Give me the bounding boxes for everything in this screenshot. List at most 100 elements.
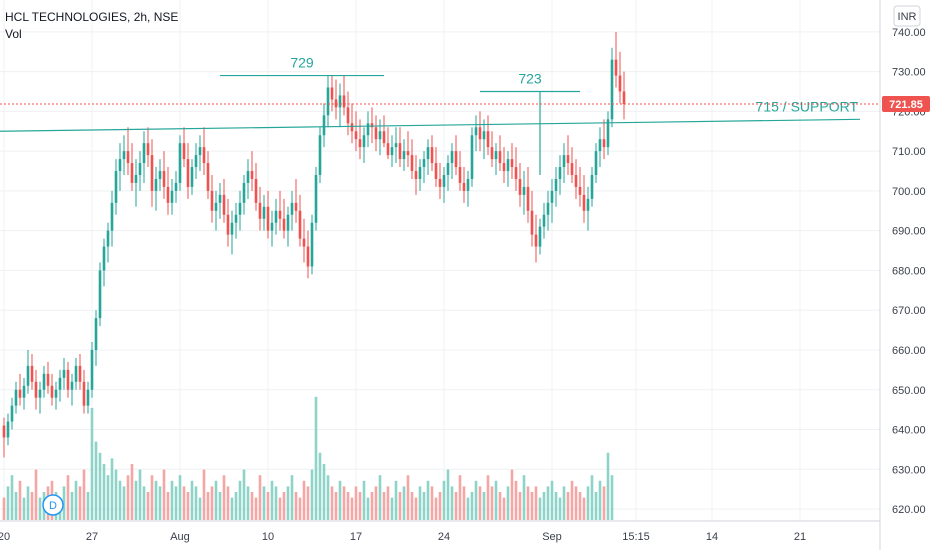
candle-body: [486, 131, 490, 148]
time-tick-label: 27: [86, 531, 98, 543]
volume-bar: [558, 497, 562, 520]
volume-bar: [510, 469, 514, 520]
candle-body: [242, 182, 246, 203]
candle-body: [334, 99, 338, 108]
price-tick-label: 710.00: [892, 146, 926, 158]
candle-body: [262, 206, 266, 219]
volume-bar: [514, 480, 518, 520]
candle-body: [146, 143, 150, 156]
candle-body: [290, 202, 294, 215]
volume-bar: [90, 408, 94, 520]
volume-bar: [22, 497, 26, 520]
candle-body: [142, 143, 146, 164]
volume-bar: [414, 497, 418, 520]
candle-body: [78, 365, 82, 382]
candle-body: [378, 131, 382, 140]
price-tick-label: 640.00: [892, 425, 926, 437]
volume-bar: [410, 492, 414, 520]
volume-bar: [250, 492, 254, 520]
candle-body: [470, 135, 474, 179]
volume-bar: [574, 486, 578, 520]
volume-bar: [162, 469, 166, 520]
volume-bar: [434, 497, 438, 520]
volume-bar: [270, 480, 274, 520]
candle-body: [462, 182, 466, 191]
volume-bar: [330, 486, 334, 520]
volume-bar: [366, 497, 370, 520]
volume-bar: [158, 486, 162, 520]
last-price-value: 721.85: [889, 99, 923, 111]
candle-body: [102, 246, 106, 271]
candle-body: [426, 147, 430, 160]
volume-bar: [546, 486, 550, 520]
volume-bar: [370, 492, 374, 520]
volume-bar: [278, 497, 282, 520]
volume-bar: [138, 469, 142, 520]
candle-body: [330, 87, 334, 100]
candle-body: [214, 202, 218, 211]
candle-body: [618, 75, 622, 92]
price-axis[interactable]: 620.00 630.00 640.00 650.00 660.00 670.00 680.…: [892, 27, 926, 516]
candle-body: [118, 159, 122, 172]
volume-bar: [198, 497, 202, 520]
price-tick-label: 670.00: [892, 305, 926, 317]
candle-body: [182, 143, 186, 160]
time-tick-label: 24: [438, 531, 450, 543]
volume-bar: [466, 497, 470, 520]
volume-bar: [478, 486, 482, 520]
candle-body: [510, 159, 514, 168]
candle-body: [370, 123, 374, 128]
candle-body: [354, 131, 358, 140]
candle-body: [122, 151, 126, 160]
candle-body: [590, 174, 594, 199]
trend-lines[interactable]: 729 723 715 / SUPPORT: [0, 55, 861, 175]
dividend-marker[interactable]: D: [42, 494, 64, 516]
candle-body: [454, 151, 458, 168]
volume-bar: [282, 492, 286, 520]
trend-line: [0, 118, 861, 132]
candle-body: [50, 385, 54, 398]
candle-body: [614, 59, 618, 76]
volume-bar: [538, 497, 542, 520]
volume-bar: [506, 486, 510, 520]
volume-bar: [570, 480, 574, 520]
volume-bar: [334, 492, 338, 520]
candle-body: [482, 131, 486, 140]
candle-body: [558, 167, 562, 179]
volume-bar: [122, 486, 126, 520]
candle-body: [322, 115, 326, 136]
volume-bar: [146, 492, 150, 520]
volume-bar: [490, 486, 494, 520]
price-tick-label: 680.00: [892, 265, 926, 277]
candle-body: [338, 95, 342, 108]
candle-body: [386, 143, 390, 156]
volume-bar: [554, 492, 558, 520]
candle-body: [506, 159, 510, 172]
candle-body: [562, 155, 566, 168]
price-tick-label: 660.00: [892, 345, 926, 357]
volume-bar: [34, 469, 38, 520]
candle-body: [594, 151, 598, 175]
volume-bar: [362, 480, 366, 520]
volume-bar: [118, 480, 122, 520]
candle-body: [114, 171, 118, 203]
time-axis[interactable]: 20 27 Aug 10 17 24 Sep 15:15 14 21: [0, 531, 806, 543]
candle-body: [442, 174, 446, 187]
candle-body: [210, 190, 214, 211]
currency-badge[interactable]: INR: [893, 5, 921, 27]
candle-body: [314, 174, 318, 223]
candle-body: [238, 202, 242, 215]
volume-bar: [286, 486, 290, 520]
volume-bar: [318, 452, 322, 520]
candle-body: [498, 151, 502, 164]
candle-body: [258, 202, 262, 219]
candle-body: [130, 163, 134, 183]
candle-body: [190, 167, 194, 187]
candle-body: [94, 318, 98, 350]
candle-body: [34, 381, 38, 398]
volume-bar: [438, 492, 442, 520]
candle-body: [522, 186, 526, 195]
candle-body: [622, 91, 626, 105]
volume-bar: [450, 486, 454, 520]
